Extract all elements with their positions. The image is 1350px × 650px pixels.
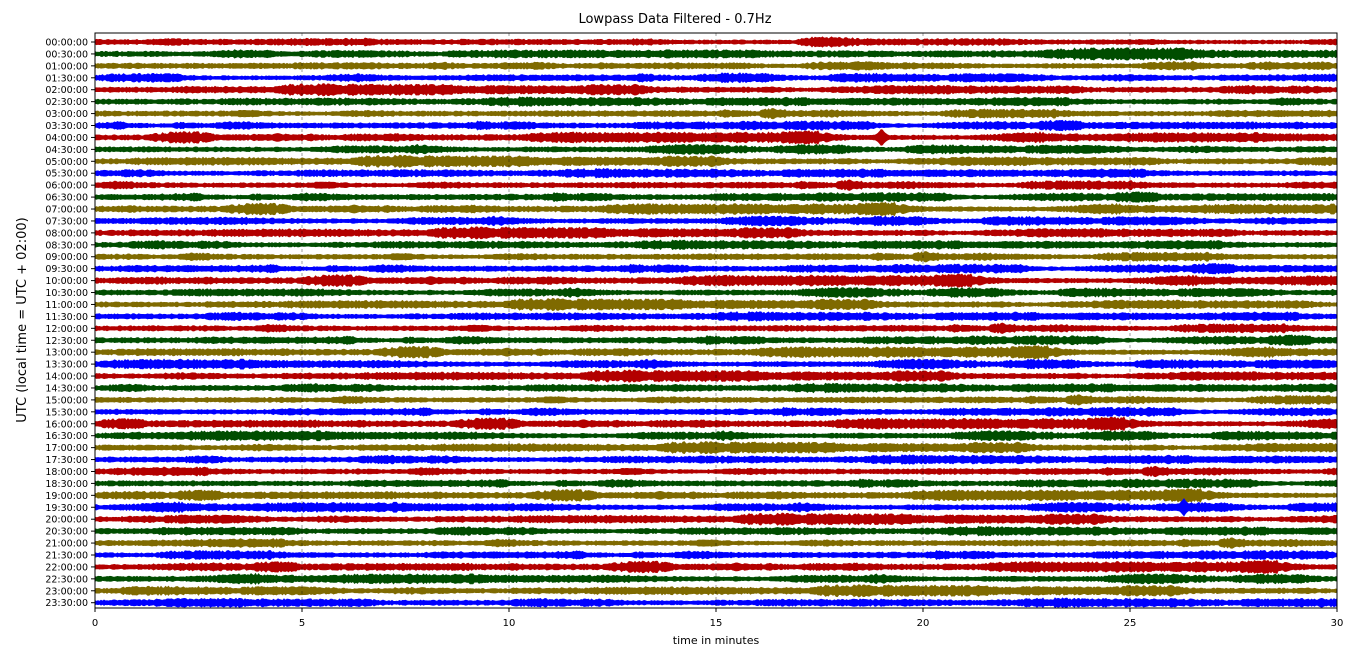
y-tick-label: 08:30:00 (45, 240, 88, 251)
y-tick-label: 12:30:00 (45, 336, 88, 347)
y-axis-label: UTC (local time = UTC + 02:00) (15, 217, 30, 422)
y-tick-label: 13:30:00 (45, 360, 88, 371)
y-tick-label: 03:00:00 (45, 109, 88, 120)
x-tick-label: 20 (917, 618, 930, 629)
y-tick-label: 23:30:00 (45, 598, 88, 609)
y-tick-label: 15:00:00 (45, 395, 88, 406)
chart-title: Lowpass Data Filtered - 0.7Hz (578, 12, 771, 27)
y-tick-label: 07:30:00 (45, 216, 88, 227)
y-tick-label: 12:00:00 (45, 324, 88, 335)
y-axis-ticks: 00:00:0000:30:0001:00:0001:30:0002:00:00… (45, 38, 95, 609)
y-tick-label: 02:00:00 (45, 85, 88, 96)
y-tick-label: 23:00:00 (45, 586, 88, 597)
y-tick-label: 19:00:00 (45, 491, 88, 502)
y-tick-label: 10:30:00 (45, 288, 88, 299)
y-tick-label: 22:00:00 (45, 562, 88, 573)
y-tick-label: 03:30:00 (45, 121, 88, 132)
y-tick-label: 00:00:00 (45, 38, 88, 49)
y-tick-label: 06:30:00 (45, 193, 88, 204)
y-tick-label: 18:30:00 (45, 479, 88, 490)
x-tick-label: 5 (299, 618, 305, 629)
y-tick-label: 15:30:00 (45, 407, 88, 418)
y-tick-label: 00:30:00 (45, 49, 88, 60)
y-tick-label: 05:00:00 (45, 157, 88, 168)
y-tick-label: 14:30:00 (45, 383, 88, 394)
x-axis-label: time in minutes (673, 634, 760, 647)
y-tick-label: 04:30:00 (45, 145, 88, 156)
y-tick-label: 11:00:00 (45, 300, 88, 311)
y-tick-label: 17:30:00 (45, 455, 88, 466)
y-tick-label: 14:00:00 (45, 372, 88, 383)
y-tick-label: 16:30:00 (45, 431, 88, 442)
x-tick-label: 10 (503, 618, 516, 629)
y-tick-label: 05:30:00 (45, 169, 88, 180)
x-tick-label: 0 (92, 618, 98, 629)
y-tick-label: 16:00:00 (45, 419, 88, 430)
y-tick-label: 10:00:00 (45, 276, 88, 287)
y-tick-label: 20:30:00 (45, 527, 88, 538)
x-tick-label: 15 (710, 618, 723, 629)
y-tick-label: 17:00:00 (45, 443, 88, 454)
y-tick-label: 06:00:00 (45, 181, 88, 192)
y-tick-label: 19:30:00 (45, 503, 88, 514)
x-tick-label: 25 (1124, 618, 1137, 629)
y-tick-label: 09:00:00 (45, 252, 88, 263)
y-tick-label: 08:00:00 (45, 228, 88, 239)
y-tick-label: 07:00:00 (45, 205, 88, 216)
y-tick-label: 01:30:00 (45, 73, 88, 84)
y-tick-label: 20:00:00 (45, 515, 88, 526)
y-tick-label: 18:00:00 (45, 467, 88, 478)
y-tick-label: 11:30:00 (45, 312, 88, 323)
y-tick-label: 21:00:00 (45, 539, 88, 550)
y-tick-label: 01:00:00 (45, 61, 88, 72)
x-tick-label: 30 (1331, 618, 1344, 629)
y-tick-label: 09:30:00 (45, 264, 88, 275)
y-tick-label: 02:30:00 (45, 97, 88, 108)
y-tick-label: 22:30:00 (45, 574, 88, 585)
x-axis-ticks: 0 5 10 15 20 25 30 (92, 608, 1344, 629)
y-tick-label: 13:00:00 (45, 348, 88, 359)
y-tick-label: 04:00:00 (45, 133, 88, 144)
y-tick-label: 21:30:00 (45, 550, 88, 561)
